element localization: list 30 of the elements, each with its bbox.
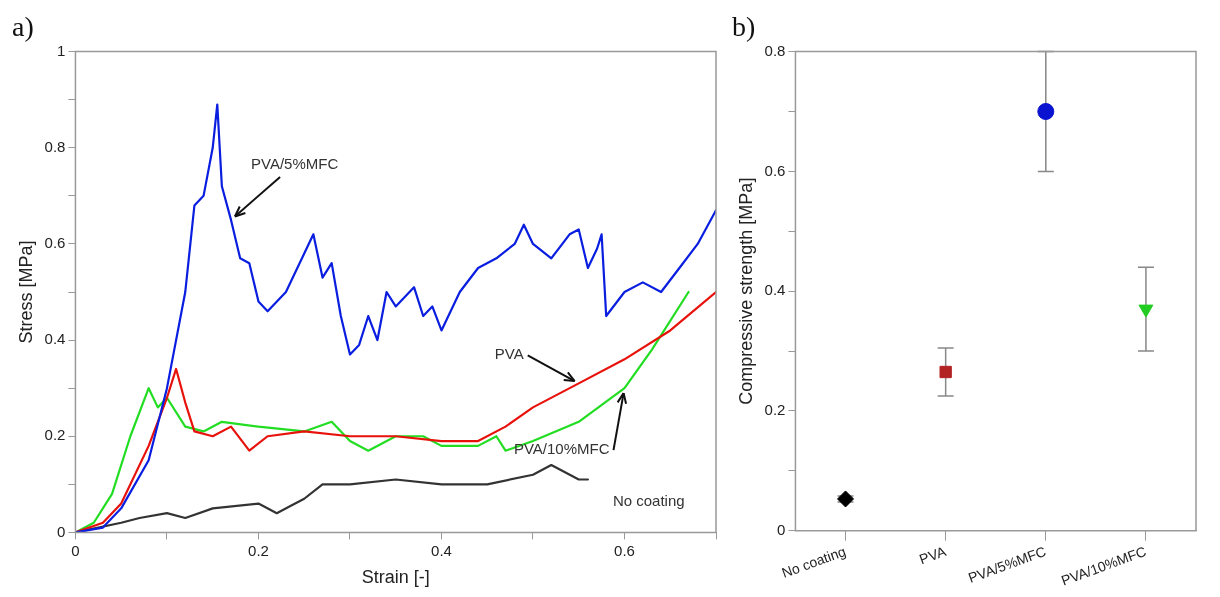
- y-tick-label: 1: [57, 41, 66, 59]
- y-tick-label: 0.4: [44, 330, 66, 348]
- chart-title: a): [12, 11, 34, 43]
- text: PVA: [494, 345, 524, 363]
- x-tick-label: 0.4: [431, 541, 452, 559]
- point: [939, 365, 952, 379]
- y-tick-label: 0.8: [764, 41, 786, 59]
- x-tick-label: 0.2: [248, 541, 269, 559]
- y-axis-title: Stress [MPa]: [15, 240, 36, 344]
- y-tick-label: 0.4: [764, 281, 786, 299]
- series-label: PVA/5%MFC: [251, 155, 339, 173]
- x-tick-label: PVA: [917, 542, 949, 568]
- y-tick-label: 0: [57, 522, 66, 540]
- point: [837, 490, 855, 508]
- chart-title: b): [732, 11, 756, 43]
- x-tick-label: No coating: [779, 543, 848, 581]
- series-label: No coating: [612, 491, 685, 509]
- y-tick-label: 0.6: [764, 161, 786, 179]
- y-tick-label: 0: [777, 520, 786, 538]
- series-label: PVA/10%MFC: [513, 440, 610, 458]
- y-tick-label: 0.2: [44, 426, 66, 444]
- y-tick-label: 0.6: [44, 234, 66, 252]
- y-tick-label: 0.8: [44, 137, 66, 155]
- y-tick-label: 0.2: [764, 401, 786, 419]
- point: [1037, 102, 1055, 120]
- x-axis-title: Strain [-]: [361, 567, 430, 588]
- y-axis-title: Compressive strength [MPa]: [735, 177, 756, 405]
- point: [1138, 304, 1154, 318]
- x-tick-label: 0: [71, 541, 80, 559]
- x-tick-label: 0.6: [614, 541, 635, 559]
